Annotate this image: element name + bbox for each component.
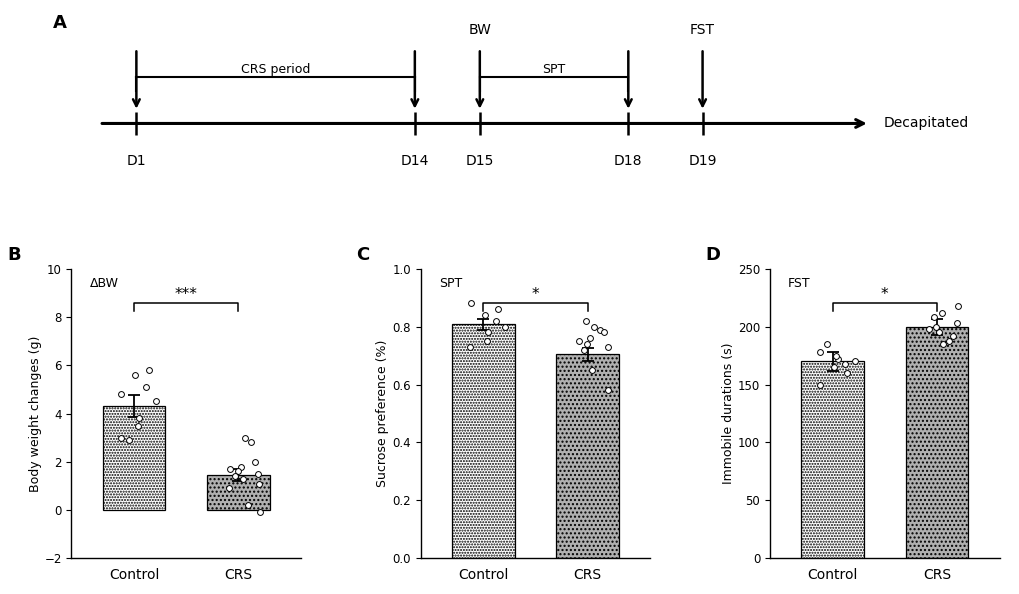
Text: SPT: SPT	[542, 63, 566, 76]
Y-axis label: Immobile durations (s): Immobile durations (s)	[721, 343, 735, 484]
Text: D14: D14	[400, 154, 429, 168]
Bar	[555, 354, 619, 558]
Text: ΔBW: ΔBW	[90, 277, 118, 290]
Text: FST: FST	[690, 23, 714, 37]
Text: D19: D19	[688, 154, 716, 168]
Y-axis label: Body weight changes (g): Body weight changes (g)	[29, 336, 42, 492]
Text: D: D	[705, 245, 719, 264]
Text: SPT: SPT	[438, 277, 462, 290]
Text: D15: D15	[465, 154, 493, 168]
Text: CRS period: CRS period	[240, 63, 310, 76]
Text: B: B	[7, 245, 20, 264]
Text: BW: BW	[468, 23, 491, 37]
Text: Decapitated: Decapitated	[882, 116, 968, 131]
Text: D18: D18	[613, 154, 642, 168]
Bar	[103, 406, 165, 510]
Bar	[800, 361, 863, 558]
Text: FST: FST	[788, 277, 810, 290]
Text: A: A	[53, 14, 66, 33]
Text: *: *	[531, 287, 539, 302]
Y-axis label: Sucrose preference (%): Sucrose preference (%)	[376, 340, 389, 487]
Bar	[905, 327, 967, 558]
Text: *: *	[880, 287, 888, 302]
Text: ***: ***	[174, 287, 198, 302]
Bar	[451, 324, 515, 558]
Text: C: C	[356, 245, 369, 264]
Text: D1: D1	[126, 154, 146, 168]
Bar	[207, 475, 270, 510]
